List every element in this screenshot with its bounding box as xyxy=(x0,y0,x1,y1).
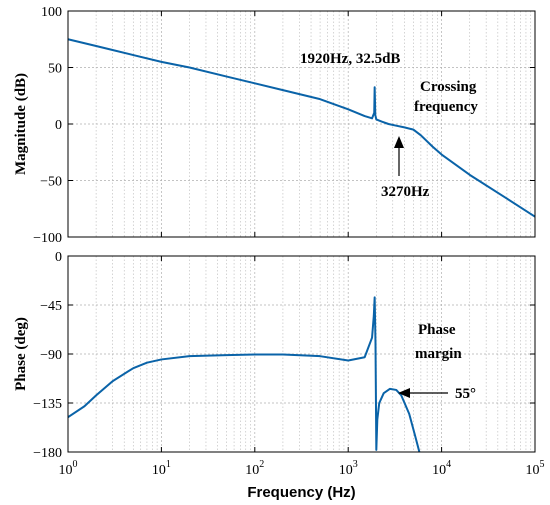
y-tick-label: −135 xyxy=(33,397,62,412)
y-tick-label: 100 xyxy=(41,5,62,20)
phase-grid xyxy=(67,255,536,453)
resonance-peak-annotation: 1920Hz, 32.5dB xyxy=(300,51,400,67)
magnitude-series-line xyxy=(67,38,536,218)
x-tick-label: 103 xyxy=(339,459,358,478)
magnitude-y-tick-labels: 100 50 0 −50 −100 xyxy=(33,5,62,246)
x-tick-label: 100 xyxy=(59,459,78,478)
y-tick-label: −50 xyxy=(40,175,62,190)
phase-margin-annotation-line1: Phase xyxy=(418,322,456,338)
magnitude-plot-frame xyxy=(67,10,536,238)
x-tick-label: 102 xyxy=(245,459,264,478)
magnitude-panel: 100 50 0 −50 −100 Magnitude (dB) 1920Hz, 32.… xyxy=(13,5,536,246)
crossing-annotation-line1: Crossing xyxy=(420,79,477,95)
y-tick-label: −180 xyxy=(33,446,62,461)
x-tick-label: 101 xyxy=(152,459,171,478)
phase-series-line xyxy=(68,296,421,452)
phase-y-axis-label: Phase (deg) xyxy=(13,317,29,391)
magnitude-y-axis-label: Magnitude (dB) xyxy=(13,73,29,175)
phase-margin-value: 55° xyxy=(455,386,476,402)
y-tick-label: 50 xyxy=(48,62,62,77)
phase-panel: 0 −45 −90 −135 −180 Phase (deg) Phase margin… xyxy=(13,250,536,461)
crossing-annotation-line2: frequency xyxy=(414,99,478,115)
y-tick-label: −45 xyxy=(40,299,62,314)
y-tick-label: 0 xyxy=(55,250,62,265)
crossing-arrow-head xyxy=(394,136,404,148)
phase-margin-arrow-head xyxy=(398,388,410,398)
frequency-axis-label: Frequency (Hz) xyxy=(247,484,355,501)
x-tick-label: 104 xyxy=(432,459,451,478)
crossing-frequency-label: 3270Hz xyxy=(381,184,430,200)
phase-margin-arrow xyxy=(398,388,448,398)
frequency-tick-labels: 100 101 102 103 104 105 xyxy=(59,459,545,478)
y-tick-label: −90 xyxy=(40,348,62,363)
phase-y-tick-labels: 0 −45 −90 −135 −180 xyxy=(33,250,62,461)
y-tick-label: 0 xyxy=(55,118,62,133)
crossing-arrow xyxy=(394,136,404,176)
phase-plot-frame xyxy=(67,255,536,453)
y-tick-label: −100 xyxy=(33,231,62,246)
x-tick-label: 105 xyxy=(526,459,545,478)
phase-margin-annotation-line2: margin xyxy=(415,346,462,362)
magnitude-grid xyxy=(67,10,536,238)
